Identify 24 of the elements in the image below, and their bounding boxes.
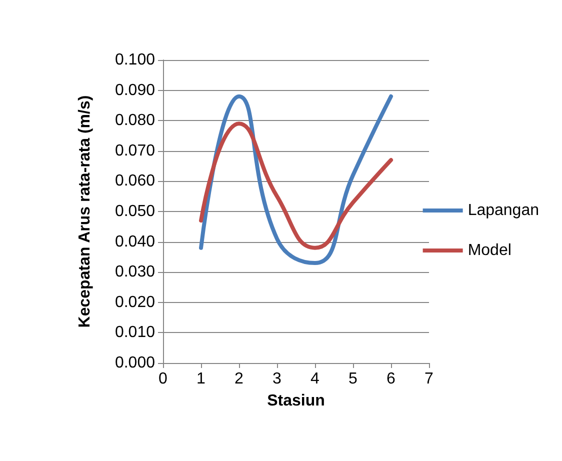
x-tick-label: 4 [310, 370, 320, 388]
y-tick-label: 0.070 [114, 142, 156, 160]
x-tick-label: 3 [272, 370, 282, 388]
y-tick-label: 0.050 [114, 203, 156, 220]
y-tick-label: 0.000 [114, 354, 156, 372]
x-tick-label: 5 [348, 370, 358, 388]
y-tick-label: 0.100 [114, 52, 156, 68]
y-tick-label: 0.020 [114, 294, 156, 311]
x-tick-label: 2 [234, 370, 244, 388]
y-tick-label: 0.010 [114, 324, 156, 342]
x-tick-label: 1 [196, 370, 206, 388]
y-tick-label: 0.040 [114, 233, 156, 250]
legend-label: Lapangan [468, 202, 539, 219]
y-axis-title: Kecepatan Arus rata-rata (m/s) [76, 95, 94, 328]
y-tick-label: 0.060 [114, 172, 156, 190]
y-tick-label: 0.090 [114, 82, 156, 99]
line-series [199, 122, 393, 250]
y-tick-label: 0.030 [114, 264, 156, 281]
y-tick-label: 0.080 [114, 112, 156, 130]
x-tick-label: 7 [424, 370, 434, 388]
x-axis-title: Stasiun [267, 392, 325, 410]
x-tick-label: 6 [386, 370, 396, 388]
x-tick-label: 0 [158, 370, 168, 388]
legend-label: Model [468, 242, 512, 259]
